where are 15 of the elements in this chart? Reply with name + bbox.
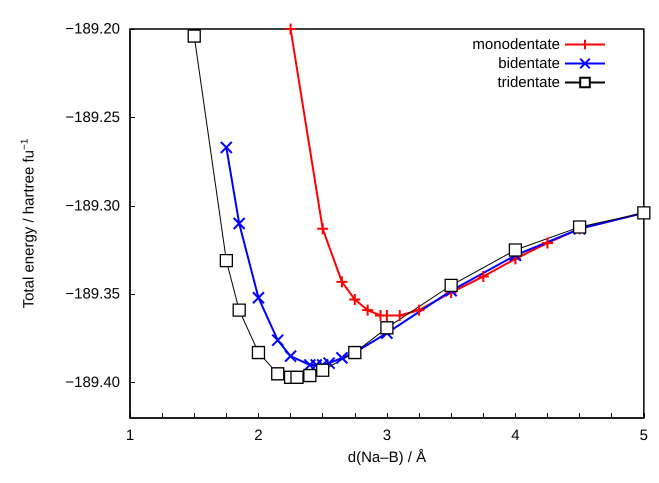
legend-label: bidentate	[498, 55, 560, 72]
y-tick-label: −189.30	[65, 197, 120, 214]
x-tick-label: 5	[640, 427, 648, 444]
y-tick-label: −189.40	[65, 374, 120, 392]
y-tick-label: −189.35	[65, 286, 120, 303]
y-axis-title: Total energy / hartree fu−1	[20, 138, 38, 308]
legend-label: tridentate	[497, 74, 560, 91]
x-tick-label: 4	[511, 427, 520, 444]
y-tick-label: −189.25	[65, 108, 120, 126]
x-tick-label: 2	[254, 427, 263, 444]
y-tick-label: −189.20	[65, 20, 120, 38]
x-axis-title: d(Na–B) / Å	[348, 448, 426, 466]
x-tick-label: 3	[382, 427, 392, 444]
legend-label: monodentate	[472, 36, 560, 53]
x-tick-label: 1	[126, 427, 134, 444]
